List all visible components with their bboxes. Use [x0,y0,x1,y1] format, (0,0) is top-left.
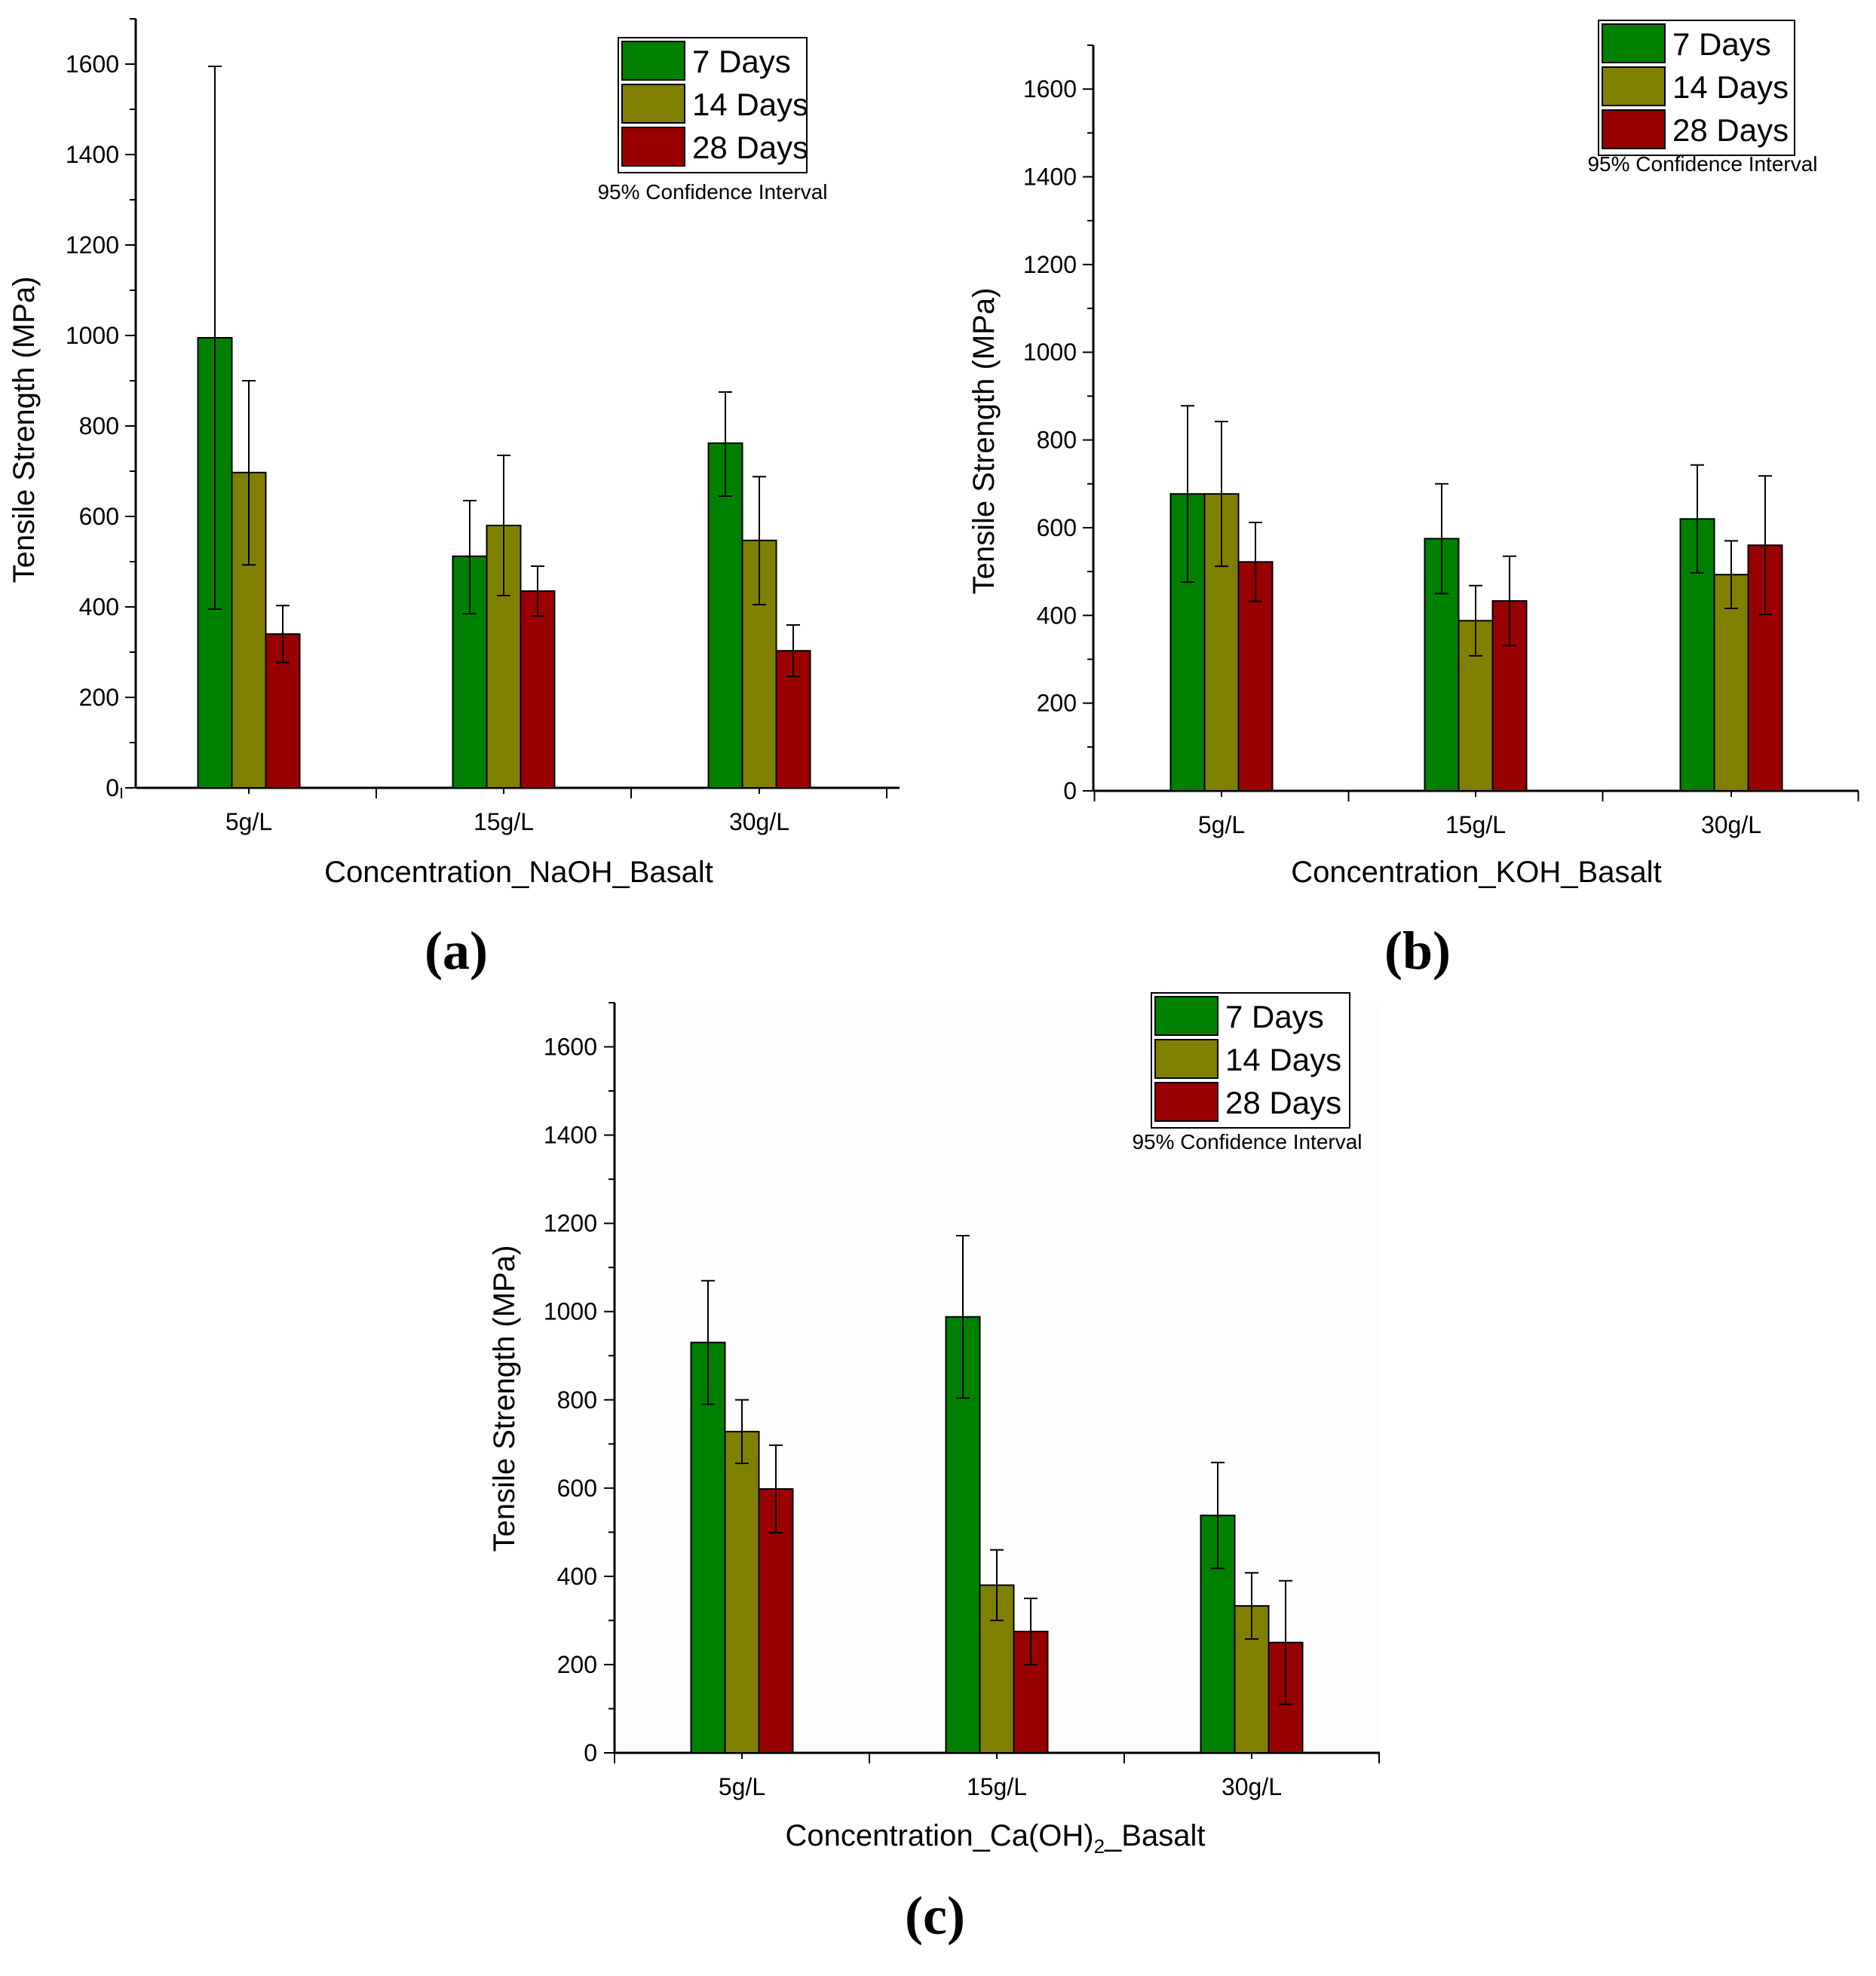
panel-c-chart: 0 200 400 600 800 1000 1200 1400 1600 5g/L 15g/L 30… [488,992,1380,1946]
y-axis-title: Tensile Strength (MPa) [967,288,1001,595]
y-tick-label: 0 [106,774,119,801]
legend-label: 7 Days [1225,999,1324,1034]
x-tick-label: 15g/L [967,1773,1027,1800]
y-tick-label: 1600 [544,1034,597,1061]
y-tick-label: 1200 [66,231,119,259]
y-tick-label: 1000 [544,1298,597,1325]
y-tick-label: 0 [584,1739,597,1766]
y-axis-title: Tensile Strength (MPa) [8,277,41,584]
panel-label: (b) [1384,921,1451,981]
y-tick-label: 1000 [1023,339,1077,366]
panel-label: (a) [425,921,488,981]
legend-label: 14 Days [1672,69,1789,105]
legend-label: 14 Days [1225,1042,1341,1077]
x-tick-label: 15g/L [474,808,534,835]
bar-7-days [690,1341,726,1754]
x-axis-title: Concentration_Ca(OH)2_Basalt [786,1819,1206,1858]
y-tick-label: 1600 [1023,75,1077,103]
y-tick-label: 800 [79,412,119,440]
y-tick-label: 400 [79,593,119,620]
legend-label: 14 Days [692,87,808,122]
x-tick-label: 30g/L [729,808,789,835]
legend: 7 Days 14 Days 28 Days 95% Confidence Inter… [1587,20,1818,176]
panel-label: (c) [905,1886,965,1946]
legend-label: 7 Days [1672,26,1771,62]
x-tick-label: 5g/L [225,808,272,835]
y-tick-label: 1400 [544,1122,597,1149]
y-tick-label: 1200 [544,1210,597,1237]
legend-label: 7 Days [692,44,791,79]
x-tick-label: 15g/L [1445,811,1506,838]
x-axis-title: Concentration_KOH_Basalt [1291,856,1661,889]
bar-14-days [1713,574,1749,792]
y-tick-label: 200 [557,1651,597,1678]
y-tick-label: 400 [1037,602,1077,629]
legend-swatch [1602,66,1666,106]
y-tick-label: 1400 [1023,164,1077,191]
y-tick-label: 600 [1037,514,1077,541]
y-tick-label: 600 [557,1475,597,1502]
bar-14-days [724,1430,760,1754]
y-tick-label: 200 [1037,690,1077,717]
y-tick-label: 0 [1063,777,1077,804]
x-tick-label: 5g/L [1198,811,1245,838]
legend-label: 28 Days [692,130,808,165]
y-tick-label: 1600 [66,51,119,78]
legend: 7 Days 14 Days 28 Days 95% Confidence Inter… [597,37,828,204]
x-tick-label: 30g/L [1222,1773,1282,1800]
legend-swatch [1154,1082,1218,1122]
y-tick-label: 600 [79,503,119,530]
y-tick-label: 1400 [66,141,119,168]
x-axis-title: Concentration_NaOH_Basalt [324,856,713,889]
y-tick-label: 1000 [66,322,119,349]
y-tick-label: 400 [557,1563,597,1590]
legend-swatch [621,84,685,124]
y-tick-label: 800 [557,1386,597,1414]
y-tick-label: 200 [79,684,119,711]
y-tick-label: 800 [1037,427,1077,454]
y-tick-label: 1200 [1023,251,1077,278]
legend-swatch [621,41,685,81]
y-axis-title: Tensile Strength (MPa) [488,1245,521,1552]
legend-swatch [1154,1039,1218,1079]
legend: 7 Days 14 Days 28 Days 95% Confidence Inter… [1132,992,1363,1153]
legend-label: 28 Days [1225,1085,1341,1120]
bar-28-days [520,590,556,789]
panel-b-chart: 0 200 400 600 800 1000 1200 1400 1600 5g/L 15g/L 30… [967,20,1859,981]
x-tick-label: 30g/L [1701,811,1761,838]
bar-7-days [707,442,743,789]
confidence-note: 95% Confidence Interval [597,180,827,204]
x-axis-title-subscript: 2 [1094,1835,1105,1858]
legend-label: 28 Days [1672,112,1789,148]
confidence-note: 95% Confidence Interval [1587,152,1817,176]
x-axis-title-main: Concentration_Ca(OH) [786,1819,1094,1852]
x-tick-label: 5g/L [719,1773,765,1800]
legend-swatch [621,127,685,167]
x-axis-title-suffix: _Basalt [1104,1819,1205,1852]
legend-swatch [1154,996,1218,1036]
panel-a-chart: 0 200 400 600 800 1000 1200 1400 1600 5g/L 15g/L 30… [8,18,900,981]
legend-swatch [1602,109,1666,149]
legend-swatch [1602,23,1666,63]
confidence-note: 95% Confidence Interval [1132,1130,1362,1153]
